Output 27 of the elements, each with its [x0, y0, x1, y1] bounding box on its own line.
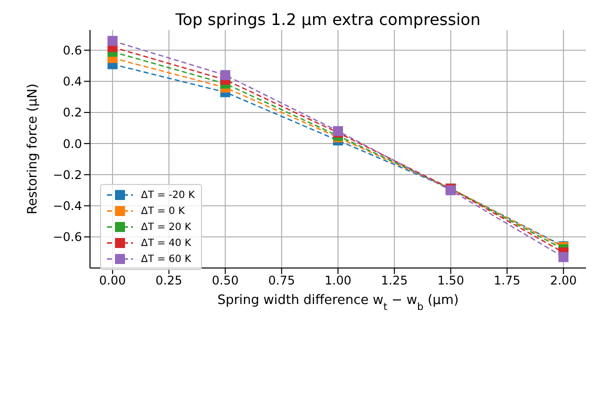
y-tick-label: 0.6 — [62, 43, 82, 58]
y-axis-title: Restoring force (µN) — [26, 84, 41, 214]
x-tick-label: 1.25 — [381, 274, 408, 288]
point — [558, 252, 568, 262]
x-axis-title: Spring width difference w$_{t}$ − w$_{b}$ (µm) — [217, 293, 459, 312]
chart-title: Top springs 1.2 µm extra compression — [176, 10, 480, 29]
y-tick-label: −0.4 — [52, 199, 82, 214]
x-tick-label: 0.00 — [99, 274, 126, 288]
y-tick-label: 0.0 — [62, 136, 82, 151]
legend-label: ΔT = -20 K — [141, 190, 195, 200]
x-tick-label: 1.00 — [324, 274, 352, 288]
y-tick-label: 0.4 — [62, 74, 82, 89]
legend-label: ΔT = 0 K — [141, 206, 185, 216]
legend-label: ΔT = 40 K — [141, 238, 192, 248]
y-tick-label: −0.6 — [52, 230, 82, 244]
x-tick-label: 0.25 — [156, 274, 182, 288]
y-tick-label: −0.2 — [52, 168, 82, 182]
y-tick-label: 0.2 — [62, 106, 82, 120]
point — [220, 70, 230, 80]
x-tick-label: 0.50 — [212, 274, 239, 288]
x-tick-label: 2.00 — [550, 274, 577, 288]
legend-label: ΔT = 20 K — [141, 222, 192, 232]
legend-label: ΔT = 60 K — [141, 254, 192, 264]
x-tick-label: 0.75 — [268, 274, 295, 288]
x-tick-label: 1.75 — [494, 274, 520, 288]
point — [108, 36, 118, 46]
x-tick-label: 1.50 — [437, 274, 464, 288]
